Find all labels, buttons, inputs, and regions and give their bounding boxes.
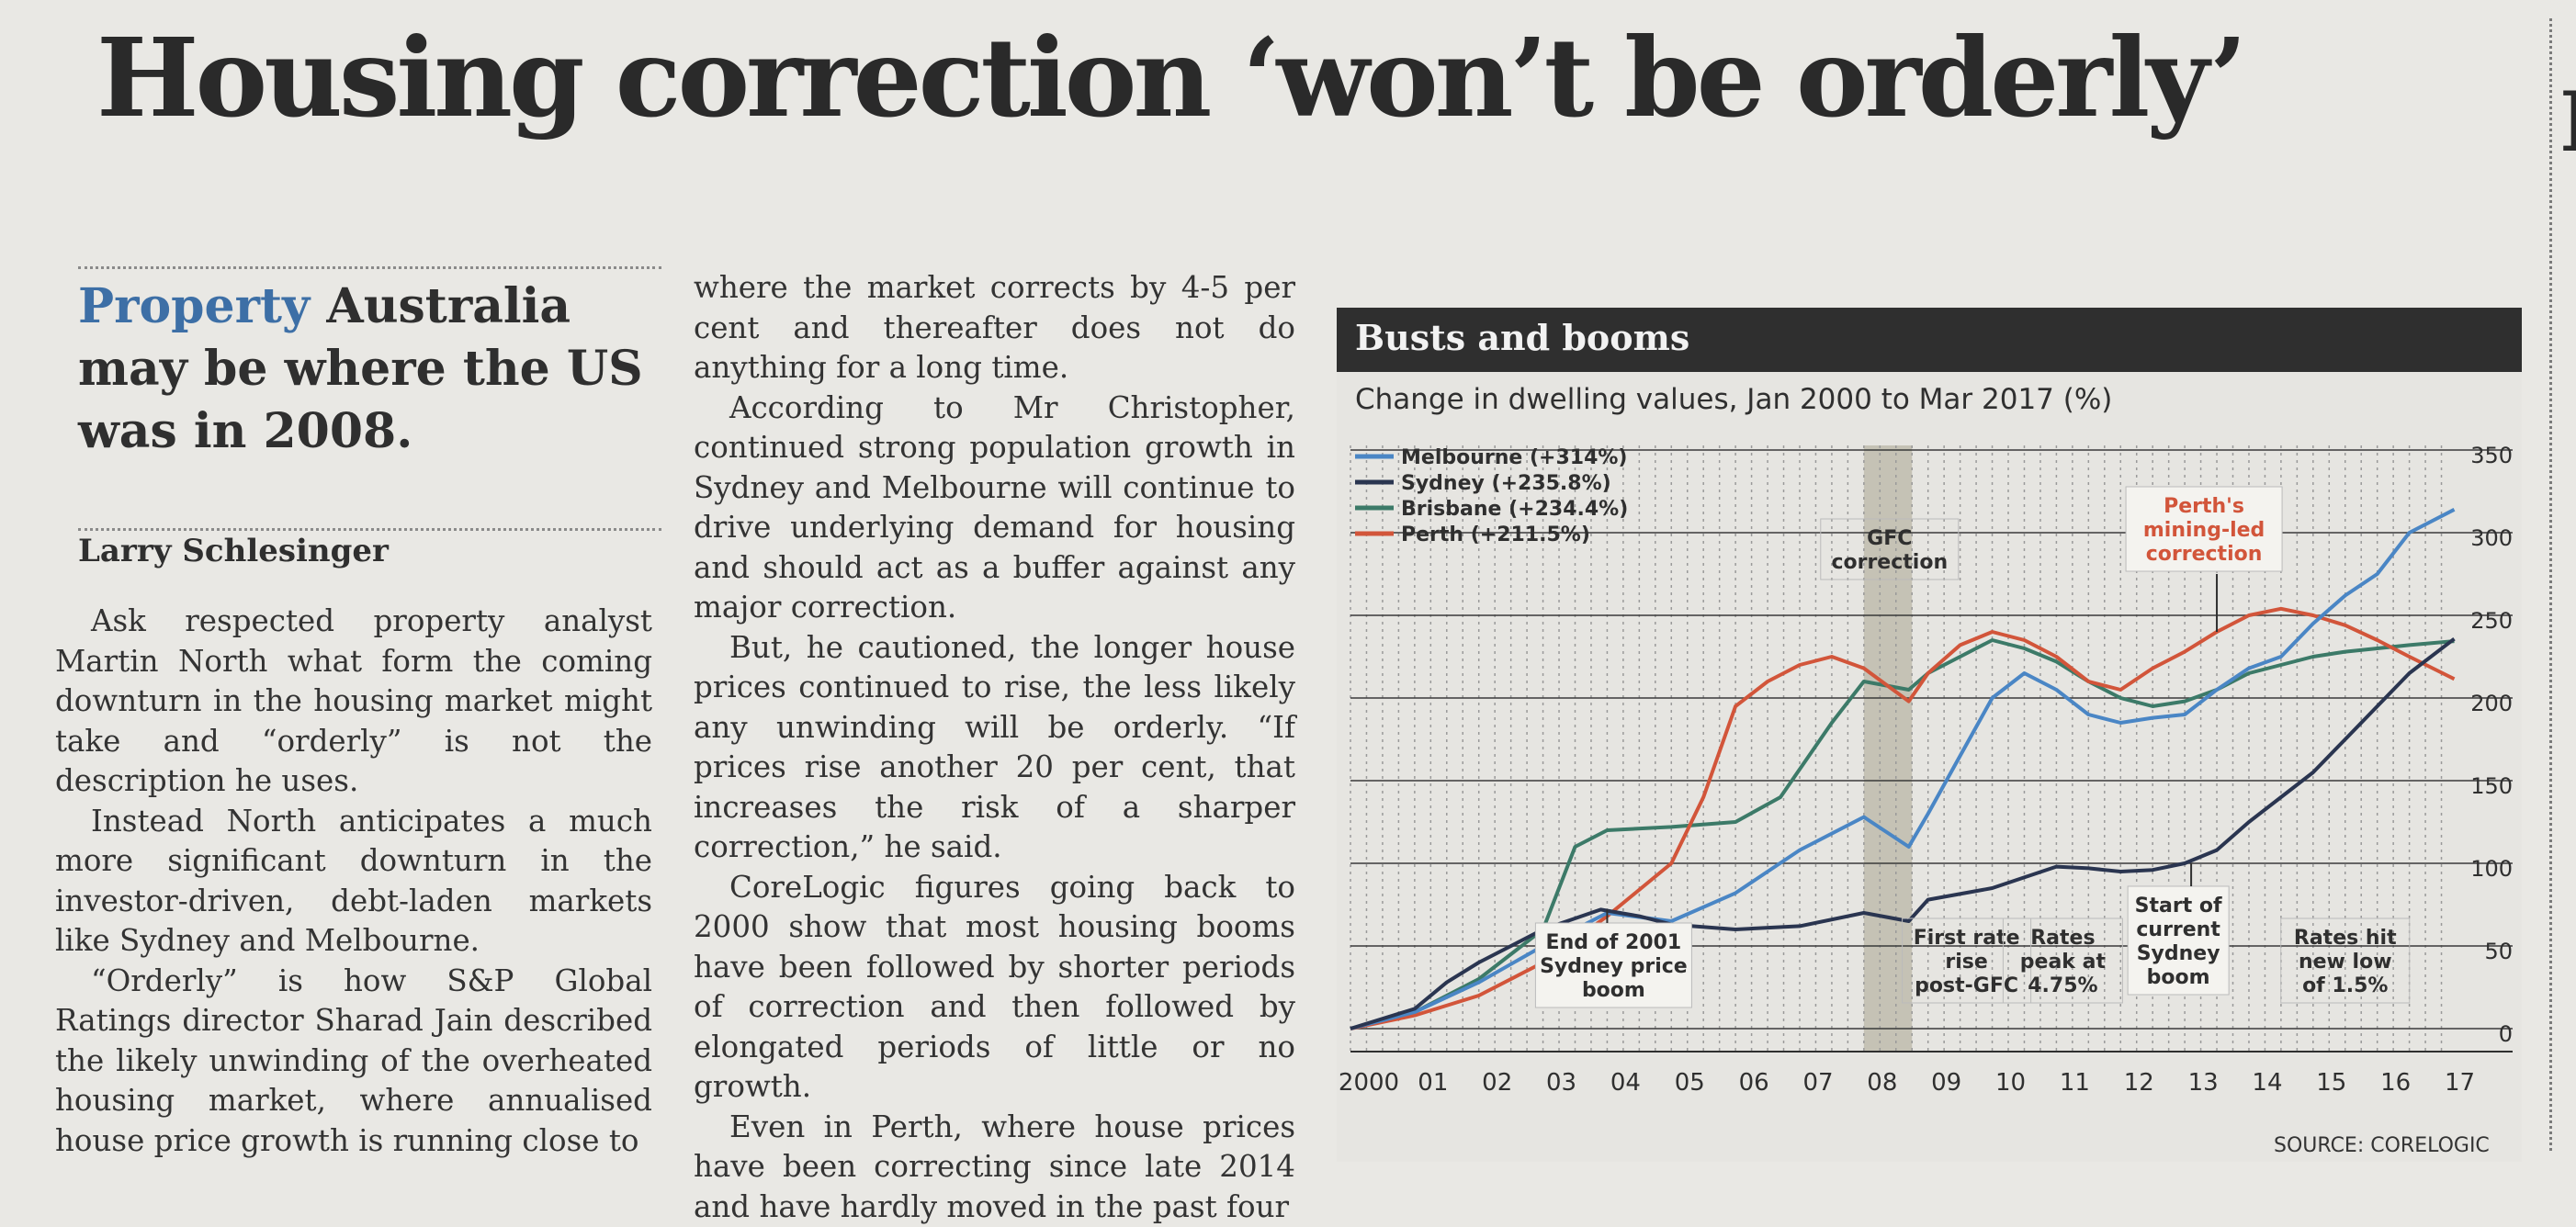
x-tick-label: 16 (2380, 1069, 2411, 1097)
start-sydney-label: Start of (2135, 895, 2222, 917)
paragraph: where the market corrects by 4-5 per cen… (694, 268, 1295, 388)
end2001-label: Sydney price (1540, 955, 1688, 978)
divider (78, 266, 661, 269)
article-column-2: where the market corrects by 4-5 per cen… (694, 268, 1295, 1227)
x-tick-label: 11 (2060, 1069, 2090, 1097)
rates-low-label: of 1.5% (2302, 974, 2388, 997)
chart-panel: Busts and booms Change in dwelling value… (1337, 308, 2522, 1162)
paragraph: But, he cautioned, the longer house pric… (694, 628, 1295, 868)
paragraph: “Orderly” is how S&P Global Ratings dire… (55, 962, 652, 1162)
chart-source: SOURCE: CORELOGIC (2274, 1134, 2490, 1157)
y-tick-label: 200 (2470, 691, 2513, 716)
legend-label: Brisbane (+234.4%) (1401, 498, 1628, 521)
line-chart: 0 50 100 150 200 250 300 350 2000 01 02 03 04 05 06 07 0… (1337, 308, 2522, 1134)
perth-label: Perth's (2164, 495, 2244, 518)
x-tick-label: 04 (1610, 1069, 1641, 1097)
y-tick-label: 300 (2470, 525, 2513, 551)
headline: Housing correction ‘won’t be orderly’ (96, 9, 2503, 147)
paragraph: Ask respected property analyst Martin No… (55, 602, 652, 802)
x-tick-label: 07 (1802, 1069, 1833, 1097)
first-rate-label: rise (1945, 951, 1987, 974)
x-tick-label: 05 (1675, 1069, 1705, 1097)
x-tick-label: 13 (2188, 1069, 2219, 1097)
start-sydney-label: Sydney (2137, 942, 2220, 965)
rates-peak-label: 4.75% (2028, 974, 2097, 997)
legend-label: Perth (+211.5%) (1401, 523, 1590, 546)
x-tick-label: 01 (1418, 1069, 1448, 1097)
x-tick-label: 12 (2124, 1069, 2154, 1097)
end2001-label: boom (1582, 979, 1645, 1002)
y-tick-label: 0 (2499, 1021, 2513, 1047)
x-tick-label: 02 (1482, 1069, 1512, 1097)
byline: Larry Schlesinger (78, 533, 389, 569)
y-tick-label: 50 (2484, 939, 2513, 964)
start-sydney-label: boom (2147, 966, 2210, 989)
rates-peak-label: Rates (2030, 927, 2095, 950)
adjacent-column-glyph: I (2559, 73, 2576, 171)
article-column-1: Ask respected property analyst Martin No… (55, 602, 652, 1161)
y-tick-label: 100 (2470, 856, 2513, 882)
perth-label: mining-led (2143, 519, 2265, 542)
x-tick-label: 09 (1931, 1069, 1961, 1097)
x-tick-label: 10 (1995, 1069, 2026, 1097)
x-tick-label: 17 (2445, 1069, 2475, 1097)
gfc-label: correction (1831, 551, 1948, 574)
legend-label: Sydney (+235.8%) (1401, 472, 1611, 495)
x-tick-label: 08 (1867, 1069, 1897, 1097)
y-tick-label: 350 (2470, 443, 2513, 468)
end2001-label: End of 2001 (1546, 931, 1682, 954)
paragraph: Even in Perth, where house prices have b… (694, 1108, 1295, 1227)
perth-label: correction (2146, 543, 2263, 566)
gfc-label: GFC (1867, 527, 1912, 550)
x-tick-label: 06 (1739, 1069, 1769, 1097)
x-tick-label: 03 (1546, 1069, 1576, 1097)
rates-low-label: new low (2299, 951, 2392, 974)
x-tick-label: 2000 (1339, 1069, 1399, 1097)
standfirst-kicker: Property (78, 278, 310, 334)
paragraph: Instead North anticipates a much more si… (55, 802, 652, 962)
y-tick-label: 150 (2470, 773, 2513, 799)
rates-low-label: Rates hit (2294, 927, 2397, 950)
x-tick-label: 14 (2252, 1069, 2282, 1097)
legend-label: Melbourne (+314%) (1401, 446, 1627, 469)
standfirst: Property Australia may be where the US w… (78, 276, 675, 463)
start-sydney-label: current (2136, 918, 2220, 941)
rates-peak-label: peak at (2020, 951, 2107, 974)
divider (78, 528, 661, 531)
paragraph: According to Mr Christopher, continued s… (694, 388, 1295, 628)
paragraph: CoreLogic figures going back to 2000 sho… (694, 868, 1295, 1108)
x-tick-label: 15 (2316, 1069, 2346, 1097)
y-tick-label: 250 (2470, 608, 2513, 634)
adjacent-column-edge: I (2549, 18, 2576, 1151)
